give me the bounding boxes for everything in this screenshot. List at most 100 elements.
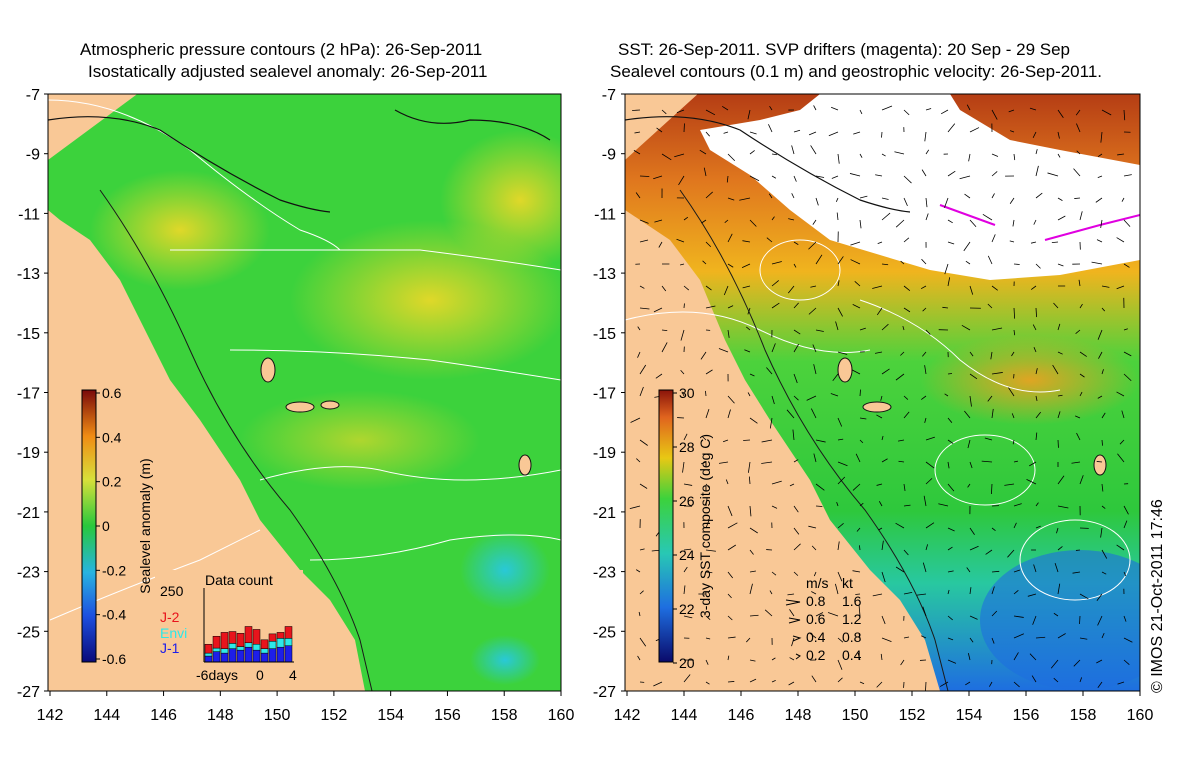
velocity-vector [768,193,773,199]
left-x-axis: 142 144 146 148 150 152 154 156 158 160 [37,691,575,724]
velocity-vector [1123,520,1128,529]
velocity-vector [920,285,927,290]
velocity-vector [947,373,953,375]
velocity-vector [744,349,751,353]
velocity-vector [991,153,999,157]
velocity-vector [938,503,949,507]
velocity-legend-ms: 0.4 [806,629,826,645]
velocity-vector [1057,633,1066,639]
velocity-vector [947,615,953,621]
velocity-vector [1057,323,1061,331]
velocity-vector [705,571,713,574]
y-tick-label: -27 [17,684,40,701]
velocity-vector [808,241,817,250]
velocity-vector [639,239,649,243]
velocity-vector [835,583,839,595]
velocity-vector [859,389,861,397]
velocity-vector [835,197,839,202]
velocity-vector [705,241,712,248]
velocity-vector [705,659,709,665]
velocity-vector [947,483,955,492]
velocity-vector [630,417,641,423]
colorbar-tick-label: 0.4 [102,429,122,445]
velocity-vector [858,633,861,639]
velocity-vector [1079,391,1083,397]
colorbar-tick-label: -0.6 [102,651,126,667]
velocity-vector [991,234,996,243]
velocity-vector [969,615,978,620]
velocity-vector [876,681,883,688]
velocity-vector [749,527,758,534]
velocity-vector [769,105,773,111]
velocity-vector [961,324,971,331]
velocity-vector [900,351,905,356]
velocity-vector [1035,636,1046,639]
velocity-vector [1076,123,1081,133]
velocity-vector [1035,395,1038,401]
velocity-vector [1101,307,1106,312]
velocity-vector [699,149,707,155]
x-tick-label: 152 [899,707,926,724]
y-tick-label: -17 [593,386,616,403]
velocity-vector [788,681,795,686]
y-tick-label: -19 [17,445,40,462]
velocity-vector [902,325,905,331]
velocity-vector [749,549,754,555]
velocity-vector [654,219,663,223]
y-tick-label: -11 [594,206,616,223]
velocity-vector [676,238,685,243]
velocity-vector [830,393,839,397]
velocity-vector [990,351,993,360]
velocity-vector [991,327,1003,331]
velocity-vector [1079,637,1088,640]
x-tick-label: 150 [842,707,869,724]
velocity-vector [1096,659,1103,664]
velocity-vector [837,659,843,670]
velocity-vector [749,505,752,517]
velocity-vector [1032,615,1037,625]
velocity-vector [968,153,971,162]
velocity-vector [749,417,758,424]
velocity-vector [793,459,799,463]
x-tick-label: 160 [548,707,575,724]
x-tick-label: 156 [1013,707,1040,724]
velocity-vector [629,505,641,510]
velocity-vector [1029,653,1037,661]
velocity-vector [727,655,730,661]
velocity-vector [964,193,971,199]
velocity-legend-ms: 0.2 [806,647,826,663]
velocity-vector [726,175,729,183]
velocity-vector [1116,391,1125,397]
velocity-vector [835,321,839,331]
velocity-vector [700,461,707,465]
velocity-vector [1011,413,1015,419]
velocity-vector [705,369,713,375]
velocity-vector [877,241,883,245]
velocity-vector [1096,593,1103,601]
velocity-vector [1052,364,1059,375]
right-y-axis: -7 -9 -11 -13 -15 -17 -19 -21 -23 -25 -27 [593,87,625,701]
colorbar-tick-label: -0.4 [102,607,126,623]
velocity-vector [1050,659,1059,669]
velocity-vector [856,527,861,532]
data-count-bar-envi [260,648,269,654]
velocity-vector [789,657,795,661]
velocity-vector [916,593,927,596]
velocity-vector [705,637,711,640]
velocity-vector [1057,505,1069,509]
velocity-vector [727,233,733,243]
colorbar-tick-label: 30 [679,385,695,401]
velocity-vector [705,285,712,291]
y-tick-label: -19 [593,445,616,462]
velocity-vector [881,105,893,111]
data-count-bar-envi [228,643,237,649]
velocity-vector [1051,241,1059,244]
velocity-vector [1076,150,1081,155]
velocity-vector [837,417,843,427]
velocity-vector [742,240,751,243]
data-count-bar-j1 [268,648,277,663]
velocity-vector [721,105,729,111]
velocity-vector [965,260,971,265]
velocity-vector [881,153,886,157]
